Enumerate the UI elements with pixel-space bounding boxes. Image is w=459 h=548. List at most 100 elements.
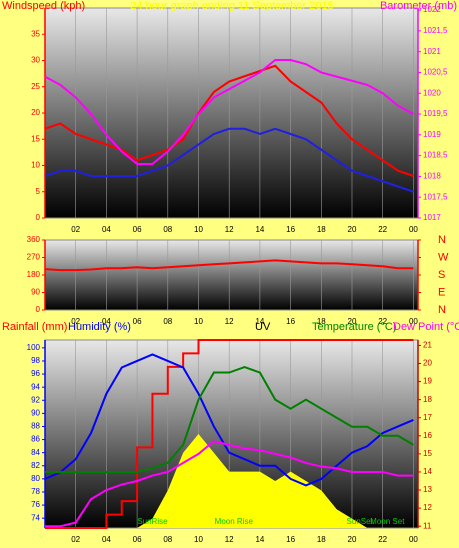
y-tick-label: 82 xyxy=(31,461,40,470)
y2-tick-label: 1021,5 xyxy=(423,26,448,35)
x-tick-label: 06 xyxy=(133,225,142,234)
x-tick-label: 22 xyxy=(378,225,387,234)
y2-tick-label: 12 xyxy=(423,503,432,512)
y2-tick-label: N xyxy=(438,304,446,316)
y2-tick-label: 1020 xyxy=(423,88,441,97)
y2-tick-label: 20 xyxy=(423,359,432,368)
line xyxy=(44,64,414,177)
x-tick-label: 08 xyxy=(163,535,172,543)
x-tick-label: 18 xyxy=(317,225,326,234)
y2-tick-label: 19 xyxy=(423,377,432,386)
y-tick-label: 90 xyxy=(31,288,40,297)
y2-tick-label: N xyxy=(438,234,446,246)
y-tick-label: 15 xyxy=(31,134,40,143)
x-tick-label: 10 xyxy=(194,317,203,326)
x-tick-label: 04 xyxy=(102,535,111,543)
area xyxy=(45,434,414,528)
y2-tick-label: 1019 xyxy=(423,130,441,139)
x-tick-label: 22 xyxy=(378,535,387,543)
plot-area xyxy=(44,239,419,311)
line xyxy=(45,339,414,529)
y2-tick-label: 17 xyxy=(423,413,432,422)
annotation: Moon Set xyxy=(370,517,405,526)
y-tick-label: 98 xyxy=(31,356,40,365)
y-tick-label: 86 xyxy=(31,435,40,444)
y-tick-label: 30 xyxy=(31,56,40,65)
y-tick-label: 5 xyxy=(36,187,41,196)
x-tick-label: 04 xyxy=(102,317,111,326)
y2-tick-label: 1021 xyxy=(423,47,441,56)
x-tick-label: 02 xyxy=(71,225,80,234)
annotation: Moon Rise xyxy=(215,517,254,526)
x-tick-label: 14 xyxy=(255,317,264,326)
line xyxy=(45,366,414,473)
x-tick-label: 10 xyxy=(194,535,203,543)
chart-title: 24 hour graph ending 11 September 2015 xyxy=(130,0,333,12)
x-tick-label: 18 xyxy=(317,317,326,326)
y-tick-label: 10 xyxy=(31,161,40,170)
y-tick-label: 90 xyxy=(31,408,40,417)
y2-tick-label: 1018 xyxy=(423,172,441,181)
y-tick-label: 84 xyxy=(31,448,40,457)
y-tick-label: 270 xyxy=(27,253,41,262)
x-tick-label: 16 xyxy=(286,317,295,326)
y-tick-label: 100 xyxy=(27,343,41,352)
x-tick-label: 02 xyxy=(71,317,80,326)
y2-tick-label: 18 xyxy=(423,395,432,404)
y2-tick-label: 1017 xyxy=(423,213,441,222)
y-tick-label: 78 xyxy=(31,487,40,496)
y2-tick-label: 1018,5 xyxy=(423,151,448,160)
y2-tick-label: 1017,5 xyxy=(423,192,448,201)
x-tick-label: 20 xyxy=(348,317,357,326)
line xyxy=(44,58,414,165)
y-tick-label: 80 xyxy=(31,474,40,483)
y-tick-label: 180 xyxy=(27,270,41,279)
x-tick-label: 00 xyxy=(409,225,418,234)
line xyxy=(44,127,414,193)
y2-axis-label: Barometer (mb) xyxy=(380,0,457,12)
y2-tick-label: 1020,5 xyxy=(423,68,448,77)
line xyxy=(45,440,414,528)
x-tick-label: 20 xyxy=(348,225,357,234)
x-tick-label: 12 xyxy=(225,535,234,543)
y2-tick-label: 13 xyxy=(423,485,432,494)
y2-tick-label: 1022 xyxy=(423,5,441,14)
y2-tick-label: 16 xyxy=(423,431,432,440)
y2-tick-label: 1019,5 xyxy=(423,109,448,118)
x-tick-label: 22 xyxy=(378,317,387,326)
y-tick-label: 96 xyxy=(31,369,40,378)
y-tick-label: 92 xyxy=(31,395,40,404)
y-tick-label: 0 xyxy=(36,213,41,222)
x-tick-label: 14 xyxy=(255,535,264,543)
y-tick-label: 360 xyxy=(27,235,41,244)
x-tick-label: 14 xyxy=(255,225,264,234)
y-tick-label: 25 xyxy=(31,82,40,91)
y2-tick-label: 14 xyxy=(423,467,432,476)
series-label: UV xyxy=(255,321,271,333)
line xyxy=(44,259,414,272)
series-label: Temperature (°C) xyxy=(312,321,396,333)
x-tick-label: 16 xyxy=(286,225,295,234)
x-tick-label: 20 xyxy=(348,535,357,543)
y-tick-label: 76 xyxy=(31,500,40,509)
x-tick-label: 04 xyxy=(102,225,111,234)
x-tick-label: 00 xyxy=(409,535,418,543)
x-tick-label: 08 xyxy=(163,225,172,234)
y-tick-label: 20 xyxy=(31,108,40,117)
plot-area xyxy=(44,7,419,219)
y2-tick-label: 21 xyxy=(423,341,432,350)
y2-tick-label: E xyxy=(438,286,445,298)
y-axis-label: Windspeed (kph) xyxy=(2,0,85,12)
series-label: Rainfall (mm) xyxy=(2,321,67,333)
x-tick-label: 08 xyxy=(163,317,172,326)
y-tick-label: 94 xyxy=(31,382,40,391)
series-label: Dew Point (°C) xyxy=(393,321,459,333)
y-tick-label: 0 xyxy=(36,305,41,314)
y-tick-label: 74 xyxy=(31,513,40,522)
annotation: SunRise xyxy=(137,517,168,526)
x-tick-label: 06 xyxy=(133,535,142,543)
x-tick-label: 10 xyxy=(194,225,203,234)
y2-tick-label: 11 xyxy=(423,521,432,530)
x-tick-label: 00 xyxy=(409,317,418,326)
